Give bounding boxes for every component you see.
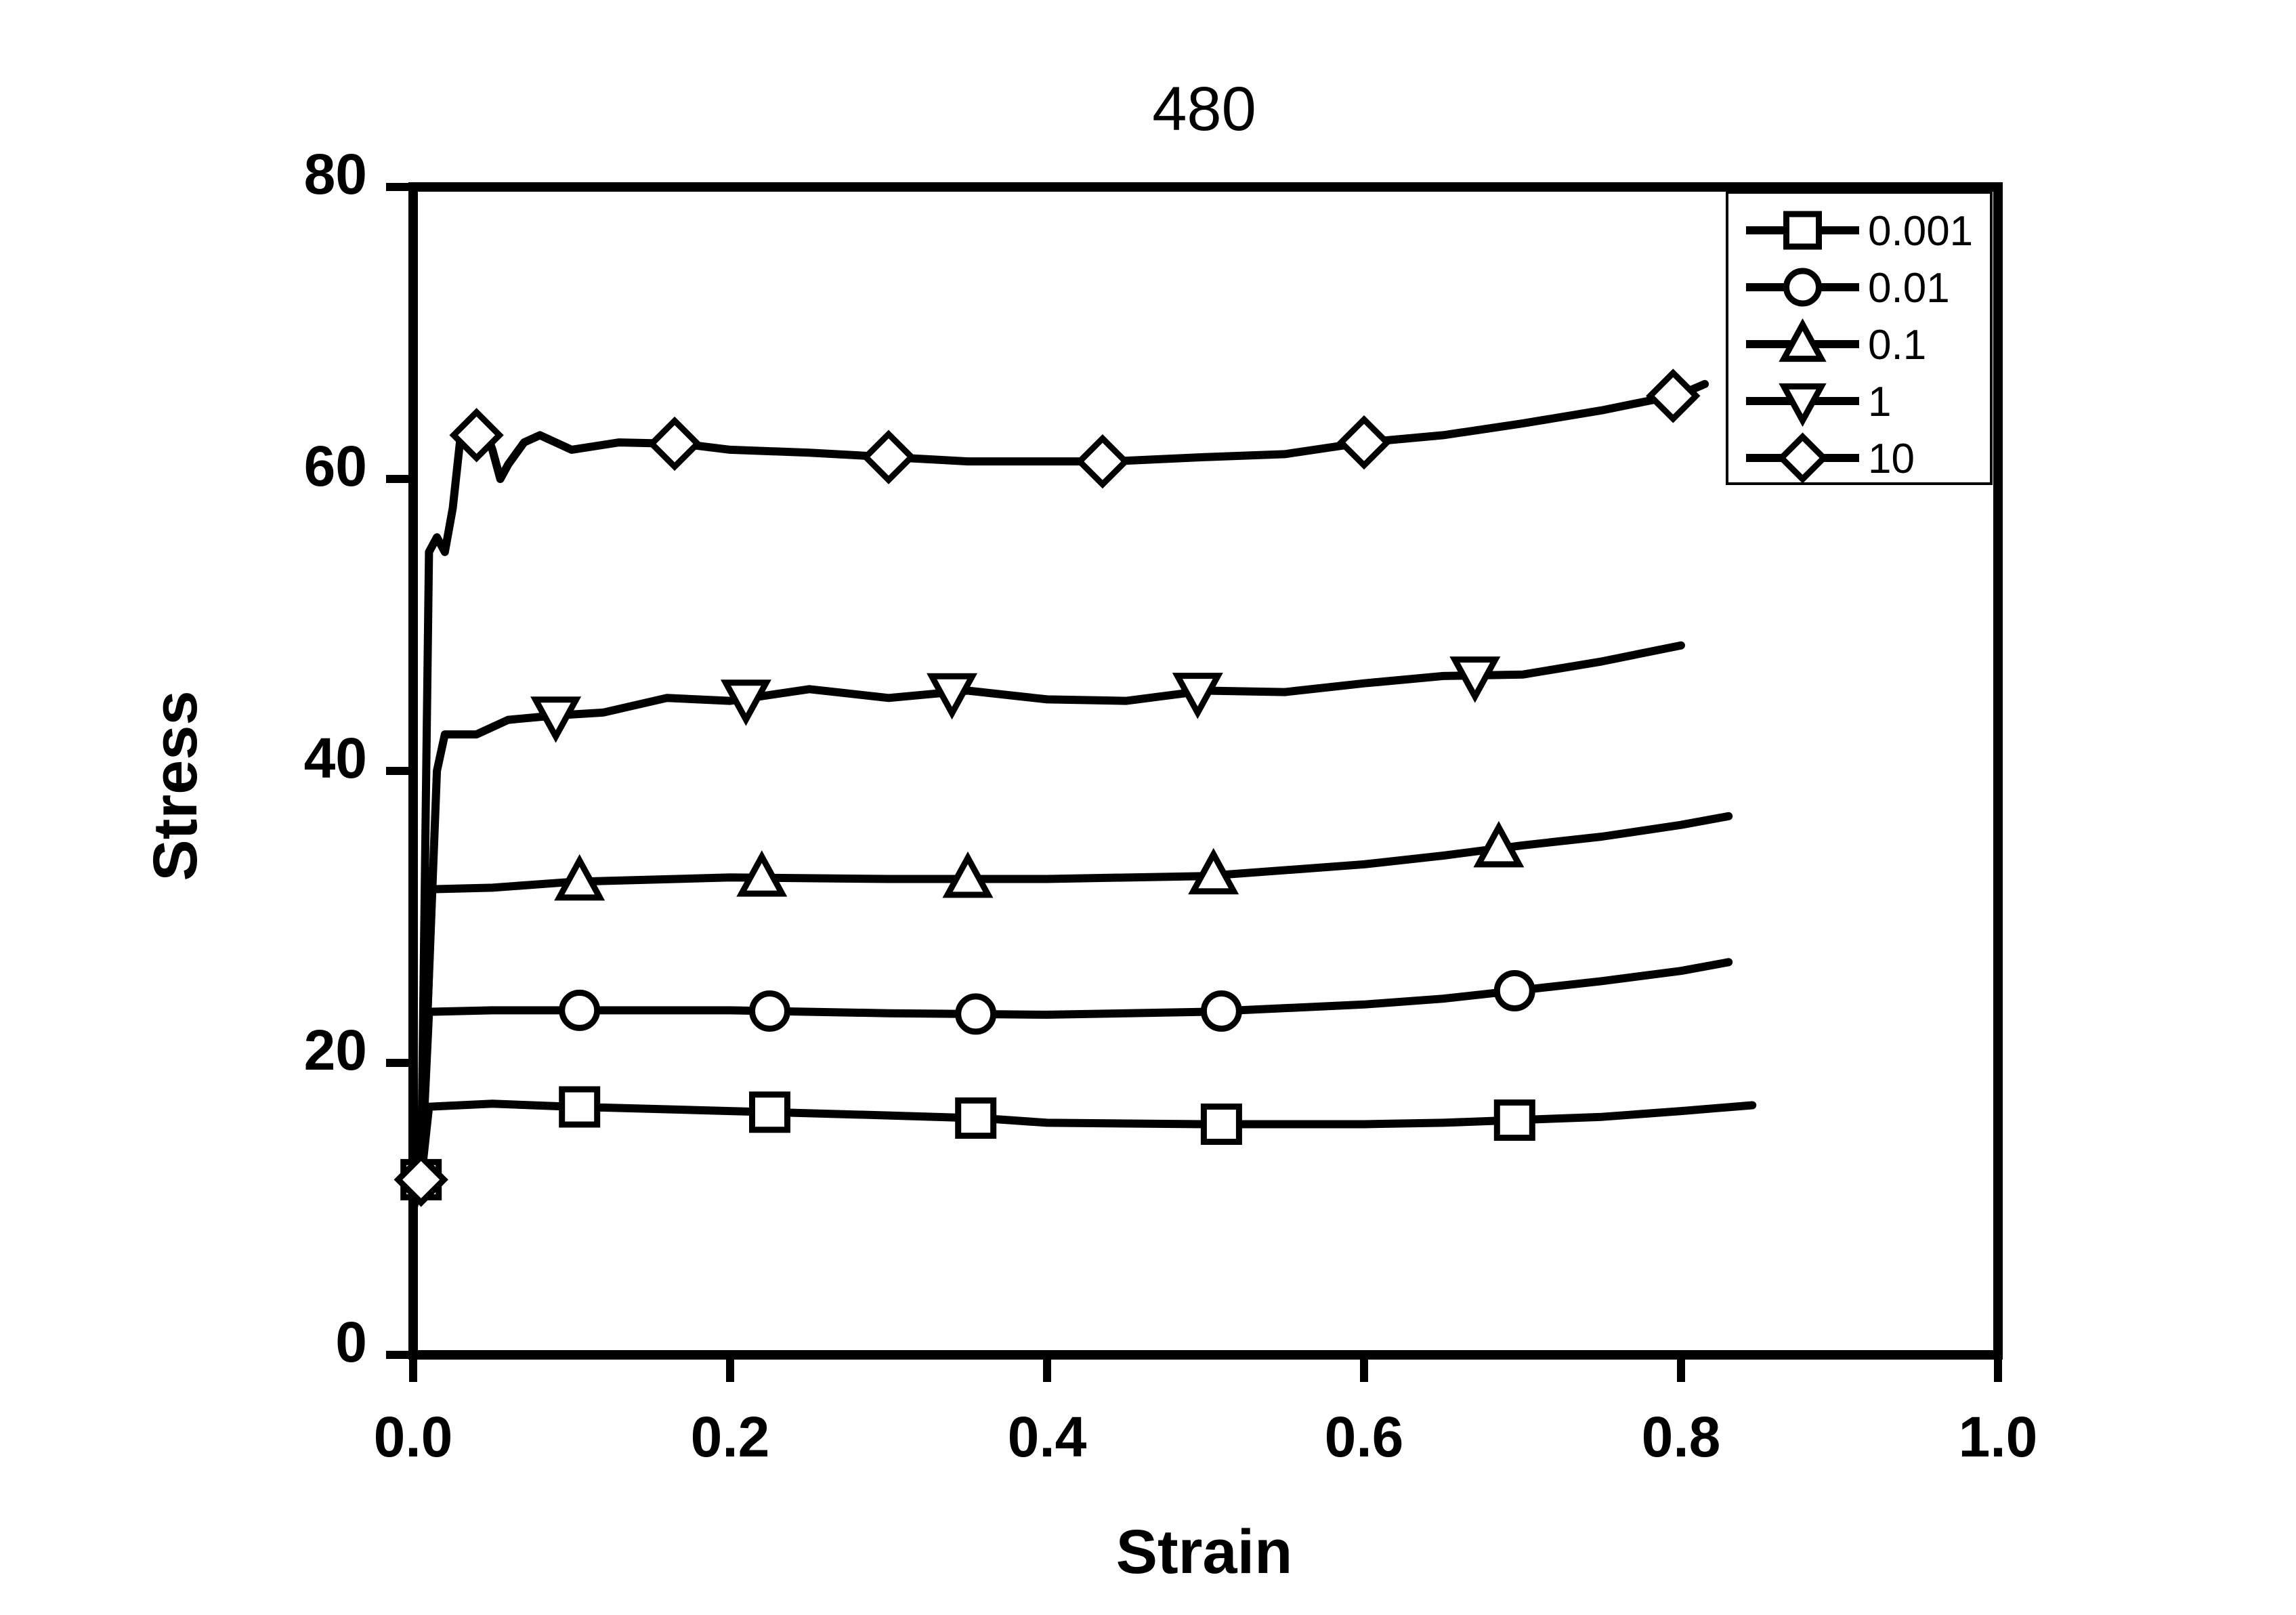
y-tick-label: 0 [335,1310,367,1374]
data-point-marker [1188,847,1239,895]
data-point-marker [955,993,997,1035]
series-line [409,958,1733,1213]
series-0.1 [409,812,1733,1213]
legend-entry: 1 [1746,379,1891,427]
legend-marker [1779,383,1827,427]
legend-label: 10 [1868,436,1915,482]
series-line [409,641,1685,1213]
data-point-marker [1200,990,1242,1032]
series-layer [394,369,1757,1213]
x-tick-label: 0.8 [1642,1405,1721,1469]
data-point-marker [1493,970,1535,1012]
legend-entry: 10 [1746,432,1915,484]
legend-label: 0.1 [1868,322,1926,369]
series-line [409,812,1733,1213]
legend-entry: 0.01 [1746,265,1950,312]
legend-label: 1 [1868,379,1891,425]
data-point-marker [1172,673,1223,719]
data-point-marker [559,1086,601,1128]
y-axis-ticks: 0 20 40 60 80 [304,142,413,1374]
data-point-marker [749,1091,790,1133]
data-point-marker [449,408,504,463]
data-point-marker [1075,434,1130,489]
series-10 [394,369,1709,1213]
data-point-marker [942,851,994,898]
x-tick-label: 0.0 [374,1405,453,1469]
data-point-marker [647,416,702,471]
legend-marker [1777,432,1829,484]
data-point-marker [1646,369,1701,423]
legend: 0.001 0.01 0.1 1 10 [1726,191,1993,485]
data-point-marker [927,673,978,720]
legend-entry: 0.001 [1746,208,1973,255]
data-point-marker [1200,1104,1242,1146]
data-point-marker [1473,820,1525,868]
chart-title: 480 [1152,75,1256,144]
legend-marker [1783,268,1822,307]
series-1 [409,641,1685,1213]
data-point-marker [720,679,771,726]
x-axis-label: Strain [1116,1517,1293,1587]
data-point-marker [955,1097,997,1139]
legend-marker [1779,318,1827,362]
series-line [409,379,1709,1213]
series-0.001 [400,1086,1757,1213]
legend-entries: 0.001 0.01 0.1 1 10 [1746,208,1973,484]
series-line [409,1099,1757,1213]
y-tick-label: 80 [304,142,367,206]
data-point-marker [530,696,582,743]
legend-marker [1783,211,1822,250]
data-point-marker [554,854,605,901]
x-tick-label: 0.6 [1325,1405,1404,1469]
data-point-marker [749,990,790,1032]
data-point-marker [1336,415,1392,470]
data-point-marker [861,429,916,484]
data-point-marker [559,989,601,1031]
y-tick-label: 20 [304,1018,367,1082]
y-tick-label: 60 [304,434,367,498]
series-0.01 [409,958,1733,1213]
data-point-marker [394,1152,448,1207]
x-tick-label: 0.2 [691,1405,770,1469]
y-tick-label: 40 [304,726,367,790]
legend-box [1726,191,1993,485]
data-point-marker [1493,1099,1535,1141]
x-tick-label: 1.0 [1959,1405,2038,1469]
y-axis-label: Stress [141,690,210,881]
legend-label: 0.001 [1868,208,1973,255]
data-point-marker [1449,656,1501,703]
legend-entry: 0.1 [1746,318,1926,369]
x-axis-ticks: 0.0 0.2 0.4 0.6 0.8 1.0 [374,1355,2038,1469]
legend-label: 0.01 [1868,265,1950,312]
x-tick-label: 0.4 [1008,1405,1087,1469]
data-point-marker [736,850,788,897]
